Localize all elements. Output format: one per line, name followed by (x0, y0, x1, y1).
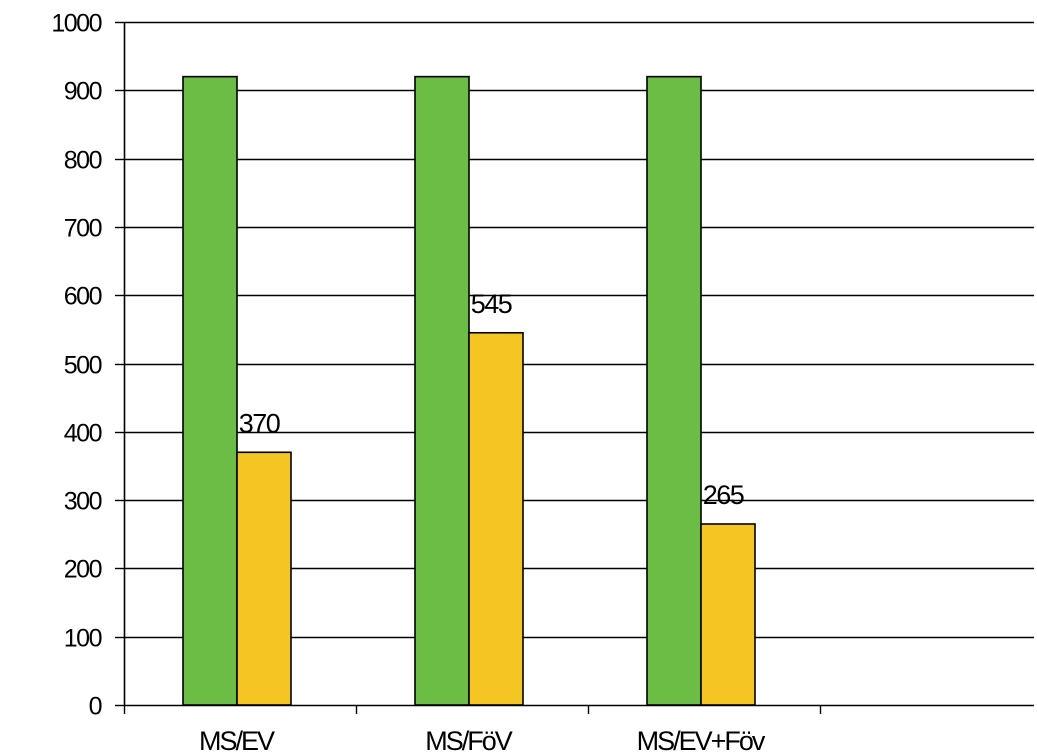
bar-yellow-2 (700, 523, 756, 706)
y-tick-label: 100 (64, 625, 102, 653)
y-tick-label: 0 (89, 693, 102, 721)
data-label: 545 (471, 289, 512, 319)
bar-green-0 (182, 75, 238, 706)
bars (182, 75, 756, 706)
bar-yellow-0 (236, 451, 292, 706)
y-tick-label: 600 (64, 283, 102, 311)
y-tick-label: 300 (64, 488, 102, 516)
y-tick-label: 500 (64, 352, 102, 380)
axes (115, 21, 1034, 714)
y-tick-label: 200 (64, 556, 102, 584)
x-category-label: MS/EV+Föv (637, 726, 766, 753)
y-tick-label: 900 (64, 78, 102, 106)
y-tick-label: 1000 (51, 10, 101, 38)
y-tick-label: 700 (64, 215, 102, 243)
y-tick-label: 800 (64, 147, 102, 175)
data-label: 265 (703, 480, 744, 510)
bar-yellow-1 (468, 331, 524, 706)
labels: 0 100 200 300 400 500 600 700 800 900 1000 370 545 26… (51, 10, 768, 753)
y-tick-label: 400 (64, 420, 102, 448)
x-category-label: MS/EV (199, 726, 275, 753)
x-category-label: MS/FöV (425, 726, 513, 753)
data-label: 370 (239, 408, 280, 438)
bar-green-1 (414, 75, 470, 706)
bar-green-2 (646, 75, 702, 706)
